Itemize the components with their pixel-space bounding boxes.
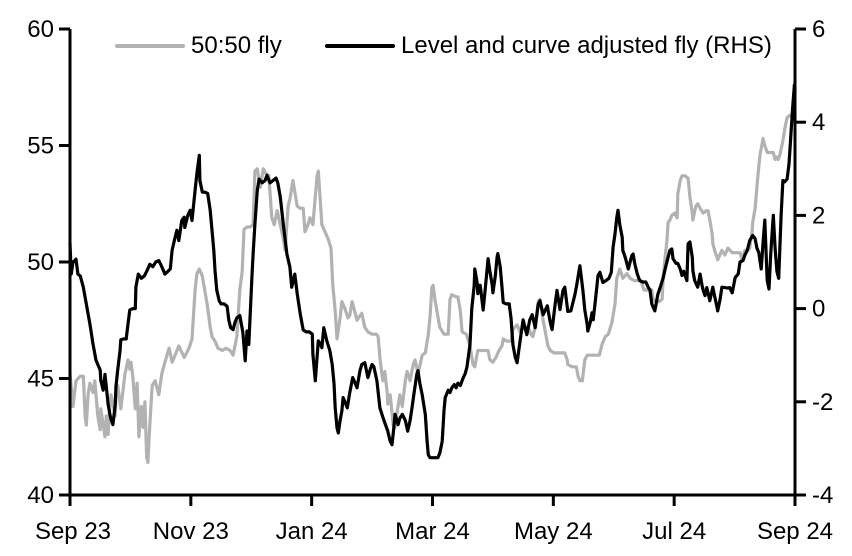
x-axis-tick-label: Sep 24	[757, 518, 833, 545]
legend-label-level-curve-adjusted-fly: Level and curve adjusted fly (RHS)	[401, 32, 772, 59]
legend-line-level-curve-adjusted-fly	[325, 44, 395, 48]
right-axis-tick-label: 6	[812, 16, 825, 43]
right-axis-tick-label: 0	[812, 296, 825, 323]
x-axis-tick-label: Mar 24	[395, 518, 470, 545]
left-axis-tick-label: 50	[27, 249, 54, 276]
legend-label-50-50-fly: 50:50 fly	[191, 32, 282, 59]
legend-line-50-50-fly	[115, 44, 185, 48]
x-axis-tick-label: Nov 23	[153, 518, 229, 545]
left-axis-tick-label: 45	[27, 366, 54, 393]
right-axis-tick-label: -4	[812, 482, 833, 509]
x-axis-tick-label: Jan 24	[276, 518, 348, 545]
left-axis-tick-label: 60	[27, 16, 54, 43]
left-axis-tick-label: 40	[27, 482, 54, 509]
right-axis-tick-label: -2	[812, 389, 833, 416]
right-axis-tick-label: 4	[812, 109, 825, 136]
x-axis-tick-label: Sep 23	[35, 518, 111, 545]
x-axis-tick-label: Jul 24	[642, 518, 706, 545]
x-axis-tick-label: May 24	[514, 518, 593, 545]
series-line-1	[68, 83, 797, 460]
left-axis-tick-label: 55	[27, 133, 54, 160]
right-axis-tick-label: 2	[812, 202, 825, 229]
series-line-0	[68, 113, 795, 464]
